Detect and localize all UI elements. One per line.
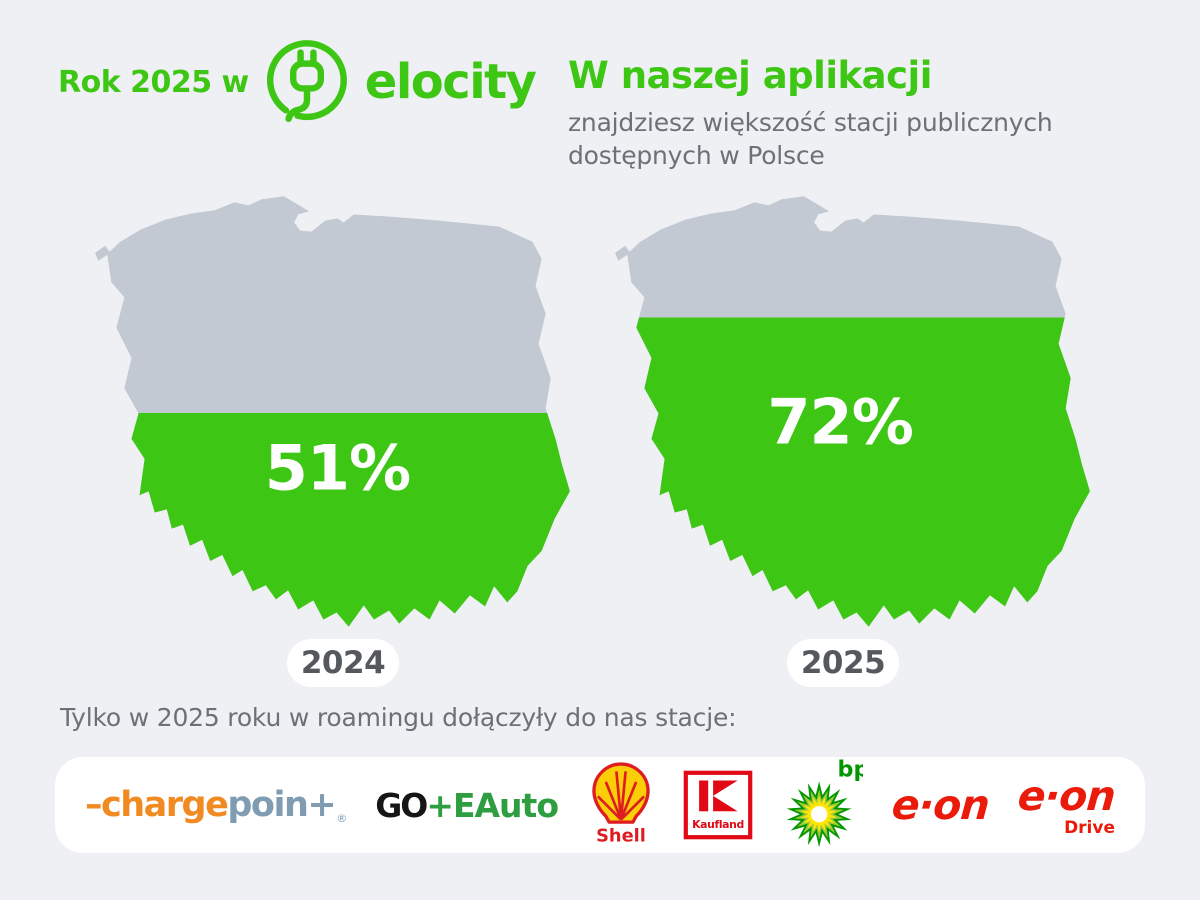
header-text-block: W naszej aplikacji znajdziesz większość …	[568, 54, 1168, 172]
eon-drive-wordmark: e·on	[1016, 772, 1117, 820]
poland-map-2024: 51%	[85, 190, 580, 645]
year-label-2024: 2024	[287, 639, 399, 687]
chargepoint-logo-slate-text: poin+	[227, 785, 336, 825]
poland-map-2025: 72%	[605, 190, 1100, 645]
shell-label: Shell	[596, 825, 646, 846]
eon-logo: e·on	[890, 781, 991, 829]
eon-wordmark: e·on	[890, 781, 991, 829]
goeauto-logo-black-text: GO	[375, 785, 428, 825]
header-prefix: Rok 2025 w	[58, 64, 249, 100]
bp-helios-icon	[786, 781, 852, 848]
elocity-plug-icon	[266, 40, 347, 123]
shell-logo: Shell	[591, 762, 650, 846]
goeauto-logo: GO +EAuto	[375, 785, 559, 825]
kaufland-logo: Kaufland	[683, 770, 753, 840]
chargepoint-registered-mark: ®	[336, 812, 347, 825]
header-brand-block: Rok 2025 w elocity	[58, 36, 537, 128]
coverage-percent-2025: 72%	[767, 385, 913, 459]
page-title: W naszej aplikacji	[568, 54, 932, 97]
elocity-wordmark: elocity	[364, 54, 537, 110]
poland-map-2025-svg	[615, 196, 1090, 627]
poland-map-2024-svg	[95, 196, 570, 627]
kaufland-label: Kaufland	[692, 818, 744, 831]
map-fill-green-2025	[615, 317, 1090, 627]
chargepoint-logo-orange-text: –charge	[85, 785, 229, 825]
chargepoint-logo: –charge poin+ ®	[85, 785, 347, 825]
roaming-caption: Tylko w 2025 roku w roamingu dołączyły d…	[60, 703, 737, 732]
eon-drive-logo: e·on Drive	[1016, 772, 1117, 838]
year-label-2025: 2025	[787, 639, 899, 687]
goeauto-logo-green-text: +EAuto	[426, 785, 559, 825]
eon-drive-sublabel: Drive	[1064, 818, 1115, 838]
bp-logo: bp	[786, 759, 863, 848]
page-subtitle: znajdziesz większość stacji publicznych …	[568, 108, 1053, 170]
bp-label: bp	[837, 759, 862, 782]
coverage-percent-2024: 51%	[264, 431, 411, 505]
